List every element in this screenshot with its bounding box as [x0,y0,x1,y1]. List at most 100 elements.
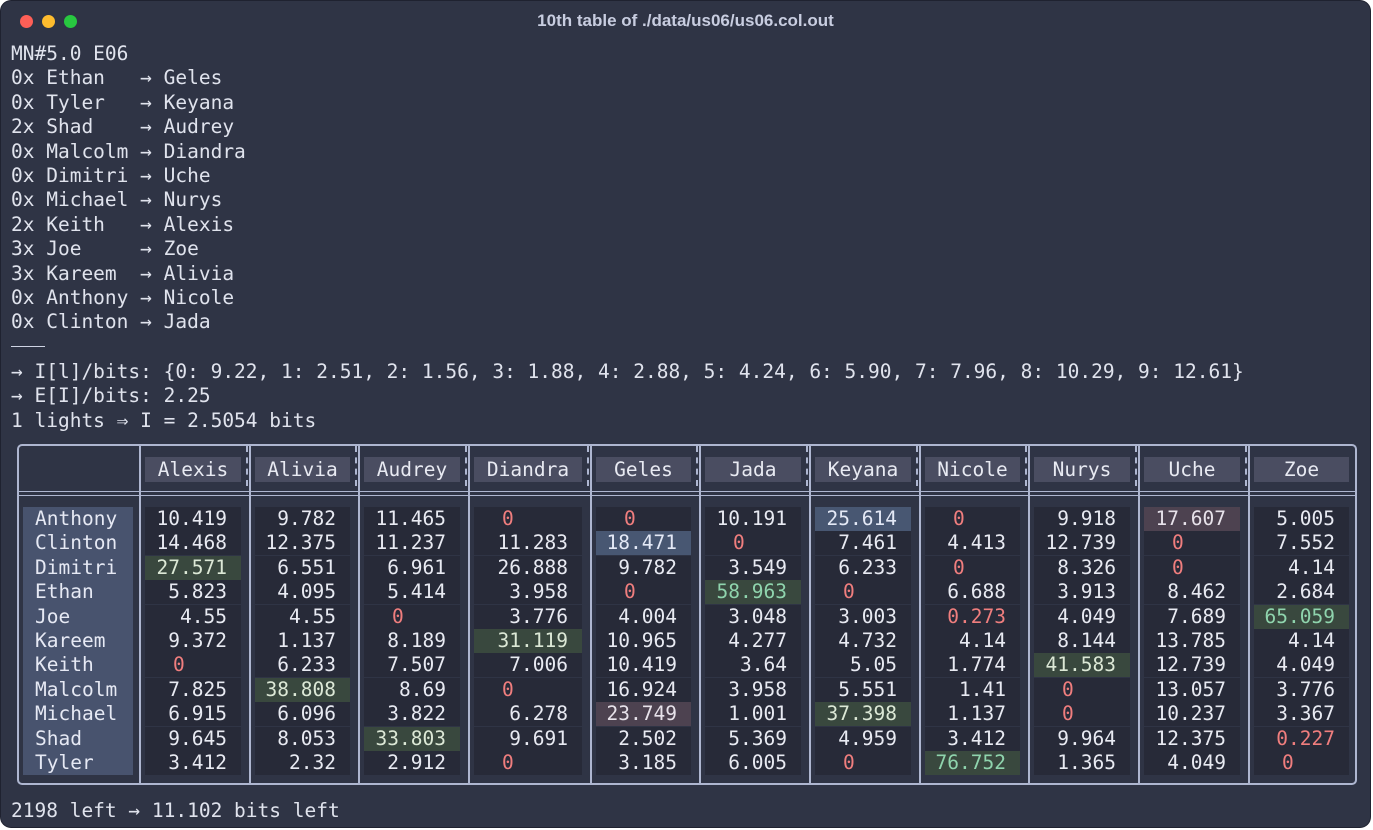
header-divider [587,446,589,486]
table-cell: 27.571 [145,555,241,580]
table-cell: 13.057 [1144,677,1240,702]
table-cell: 33.803 [364,726,460,751]
row-header: Ethan [35,580,94,604]
table-cell: 7.689 [1144,604,1240,629]
table-cell: 6.096 [255,702,350,727]
column-divider [139,444,141,785]
table-cell: 4.004 [596,604,691,629]
title-bar: 10th table of ./data/us06/us06.col.out [1,1,1370,41]
table-cell: 14.468 [145,531,241,556]
column-divider [1028,444,1030,785]
pair-line: 0x Tyler → Keyana [11,90,235,114]
table-cell: 11.465 [364,507,460,531]
table-cell: 4.095 [255,580,350,605]
table-cell: 0 [596,507,691,531]
table-cell: 5.005 [1254,507,1349,531]
header-divider [916,446,918,486]
table-cell: 9.918 [1034,507,1130,531]
table-cell: 4.55 [255,604,350,629]
footer-status: 2198 left → 11.102 bits left [11,799,340,822]
table-cell: 10.191 [705,507,801,531]
table-cell: 3.412 [145,751,241,775]
table-cell: 0 [1144,555,1240,580]
table-cell: 5.369 [705,726,801,751]
header-divider [139,446,141,486]
column-header: Audrey [364,457,460,482]
table-cell: 10.419 [145,507,241,531]
pair-line: 0x Anthony → Nicole [11,286,235,309]
row-header: Dimitri [35,555,118,579]
row-header-column [23,507,133,775]
row-header: Kareem [35,629,106,652]
table-cell: 0 [474,751,582,775]
header-line: MN#5.0 E06 [11,42,129,65]
table-cell: 4.049 [1144,751,1240,775]
table-cell: 25.614 [815,507,911,531]
table-cell: 0 [364,604,460,629]
table-cell: 9.691 [474,726,582,751]
column-header: Jada [705,457,801,482]
table-cell: 10.237 [1144,702,1240,727]
table-cell: 4.732 [815,629,911,653]
table-cell: 6.688 [925,580,1020,605]
table-cell: 58.963 [705,580,801,605]
zoom-button[interactable] [64,15,77,28]
table-cell: 3.913 [1034,580,1130,605]
close-button[interactable] [20,15,33,28]
table-cell: 8.462 [1144,580,1240,605]
column-divider [358,444,360,785]
table-cell: 0 [1034,702,1130,727]
table-cell: 1.137 [925,702,1020,727]
table-cell: 3.549 [705,555,801,580]
table-cell: 18.471 [596,531,691,556]
table-cell: 11.283 [474,531,582,556]
table-cell: 8.326 [1034,555,1130,580]
table-cell: 10.419 [596,653,691,678]
table-cell: 3.958 [705,677,801,702]
header-divider [246,446,248,486]
table-cell: 6.961 [364,555,460,580]
table-cell: 3.367 [1254,702,1349,727]
table-cell: 8.053 [255,726,350,751]
table-cell: 0 [815,751,911,775]
table-cell: 0 [705,531,801,556]
row-header: Tyler [35,751,94,774]
header-divider [696,446,698,486]
table-cell: 23.749 [596,702,691,727]
table-cell: 8.144 [1034,629,1130,653]
pair-line: 3x Joe → Zoe [11,237,199,261]
table-cell: 2.684 [1254,580,1349,605]
minimize-button[interactable] [42,15,55,28]
window-title: 10th table of ./data/us06/us06.col.out [537,11,834,30]
table-cell: 3.958 [474,580,582,605]
table-cell: 4.049 [1254,653,1349,678]
table-cell: 16.924 [596,677,691,702]
table-cell: 0 [925,507,1020,531]
table-cell: 0 [925,555,1020,580]
table-cell: 7.006 [474,653,582,678]
table-cell: 10.965 [596,629,691,653]
table-cell: 0 [1254,751,1349,775]
table-cell: 5.414 [364,580,460,605]
header-separator [17,495,1357,496]
table-cell: 12.739 [1034,531,1130,556]
table-cell: 76.752 [925,751,1020,775]
row-header: Clinton [35,531,118,555]
table-cell: 12.739 [1144,653,1240,678]
table-cell: 6.005 [705,751,801,775]
row-header: Keith [35,653,94,677]
table-cell: 0 [1144,531,1240,556]
table-cell: 4.55 [145,604,241,629]
table-cell: 8.69 [364,677,460,702]
column-divider [809,444,811,785]
table-cell: 3.776 [1254,677,1349,702]
table-cell: 4.277 [705,629,801,653]
table-cell: 31.119 [474,629,582,653]
table-cell: 3.412 [925,726,1020,751]
table-cell: 4.049 [1034,604,1130,629]
table-cell: 7.461 [815,531,911,556]
info-line: 1 lights ⇒ I = 2.5054 bits [11,408,317,432]
table-cell: 0.227 [1254,726,1349,751]
table-cell: 4.413 [925,531,1020,556]
